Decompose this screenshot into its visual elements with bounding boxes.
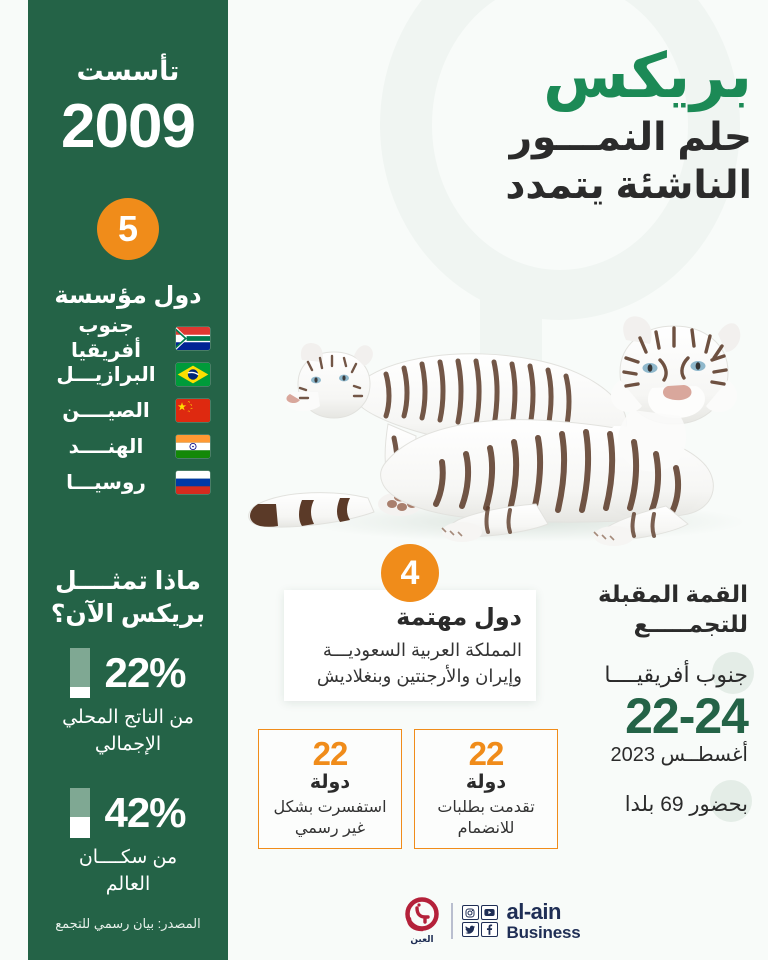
headline-sub-line2: الناشئة يتمدد: [505, 163, 752, 207]
founders-count-badge: 5: [97, 198, 159, 260]
summit-attendance-wrap: بحضور 69 بلدا: [538, 780, 752, 823]
al-ain-brand-text: al-ain Business: [506, 899, 581, 942]
brazil-flag: [176, 362, 210, 386]
instagram-icon[interactable]: [461, 905, 479, 920]
footer-logo[interactable]: العين: [402, 897, 581, 945]
summit-dates: 22-24: [625, 688, 749, 745]
founder-name: روسيـــا: [66, 471, 146, 494]
list-item: الصيــــن: [46, 392, 210, 428]
headline-sub-line1: حلم النمـــور: [509, 116, 753, 160]
summit-location: جنوب أفريقيــــا: [604, 661, 748, 687]
interested-countries-card: دول مهتمة المملكة العربية السعوديـــة وإ…: [284, 590, 536, 701]
now-title: ماذا تمثــــل بريكس الآن؟: [28, 565, 228, 631]
list-item: البرازيـــل: [46, 356, 210, 392]
list-item: جنوب أفريقيا: [46, 315, 210, 362]
al-ain-logo-arabic: العين: [410, 934, 434, 944]
stat-box-unit: دولة: [465, 772, 507, 793]
stat-box-unit: دولة: [309, 772, 351, 793]
stat-box-number: 22: [312, 735, 349, 772]
decorative-circle: [710, 780, 752, 823]
now-title-line1: ماذا تمثــــل: [54, 567, 202, 595]
decorative-circle: [712, 651, 754, 694]
founder-name: الهنــــد: [68, 435, 144, 458]
interested-countries-list: المملكة العربية السعوديـــة وإيران والأر…: [316, 639, 522, 686]
applications-stat-boxes: 22 دولة تقدمت بطلبات للانضمام 22 دولة اس…: [258, 729, 558, 849]
next-summit-title: القمة المقبلة للتجمـــــع: [538, 580, 748, 640]
india-flag: [176, 434, 210, 458]
stat-bar-icon: [70, 788, 91, 838]
now-title-line2: بريكس الآن؟: [50, 600, 206, 628]
stat-value: 22%: [104, 649, 186, 696]
next-summit-title-line1: القمة المقبلة: [597, 581, 748, 607]
stat-row: 22%: [28, 648, 228, 698]
stat-box-applied: 22 دولة تقدمت بطلبات للانضمام: [414, 729, 558, 849]
founder-name: الصيــــن: [62, 399, 150, 422]
youtube-icon[interactable]: [480, 905, 498, 920]
summit-place-wrap: جنوب أفريقيــــا: [538, 651, 754, 694]
facebook-icon[interactable]: [480, 922, 498, 937]
stat-population: 42% من سكــــان العالم: [28, 788, 228, 898]
russia-flag: [176, 470, 210, 494]
founder-name: البرازيـــل: [56, 363, 156, 386]
twitter-icon[interactable]: [461, 922, 479, 937]
next-summit-panel: القمة المقبلة للتجمـــــع جنوب أفريقيـــ…: [538, 580, 754, 823]
founded-label: تأسست: [76, 56, 180, 86]
stat-row: 42%: [28, 788, 228, 838]
interested-count-badge: 4: [381, 544, 439, 602]
list-item: روسيـــا: [46, 464, 210, 500]
china-flag: [176, 398, 210, 422]
founded-year: 2009: [61, 92, 196, 161]
source-note: المصدر: بيان رسمي للتجمع: [55, 916, 201, 931]
summit-attendance: بحضور 69 بلدا: [624, 793, 748, 817]
al-ain-emblem-icon: [405, 897, 439, 932]
stat-bar-icon: [70, 648, 91, 698]
social-icons-group[interactable]: [461, 905, 498, 937]
al-ain-logo-mark: العين: [402, 897, 442, 945]
headline-main: بريكس: [543, 42, 753, 111]
founder-name: جنوب أفريقيا: [71, 315, 141, 362]
brand-name: al-ain: [506, 899, 562, 925]
stat-box-description: تقدمت بطلبات للانضمام: [437, 798, 535, 837]
stat-caption: من الناتج المحلي الإجمالي: [62, 707, 194, 755]
list-item: الهنــــد: [46, 428, 210, 464]
page-title: بريكس حلم النمـــور الناشئة يتمدد: [256, 42, 753, 209]
sidebar-panel: تأسست 2009 5 دول مؤسسة: [28, 0, 228, 960]
logo-divider: [451, 903, 453, 939]
stat-box-number: 22: [468, 735, 505, 772]
stat-box-inquired: 22 دولة استفسرت بشكل غير رسمي: [258, 729, 402, 849]
interested-countries-title: دول مهتمة: [396, 604, 522, 631]
next-summit-title-line2: للتجمـــــع: [633, 610, 748, 637]
white-tigers-illustration: [236, 276, 760, 556]
founders-title: دول مؤسسة: [54, 282, 202, 309]
founders-list: جنوب أفريقيا البرازيـــل: [28, 315, 228, 500]
interested-countries-block: 4 دول مهتمة المملكة العربية السعوديـــة …: [284, 544, 536, 701]
stat-gdp: 22% من الناتج المحلي الإجمالي: [28, 648, 228, 758]
stat-value: 42%: [104, 789, 186, 836]
summit-month-year: أغسطــس 2023: [610, 744, 748, 767]
stat-caption: من سكــــان العالم: [78, 847, 178, 895]
stat-box-description: استفسرت بشكل غير رسمي: [273, 798, 387, 837]
brand-section: Business: [506, 922, 581, 942]
south-africa-flag: [176, 326, 210, 350]
